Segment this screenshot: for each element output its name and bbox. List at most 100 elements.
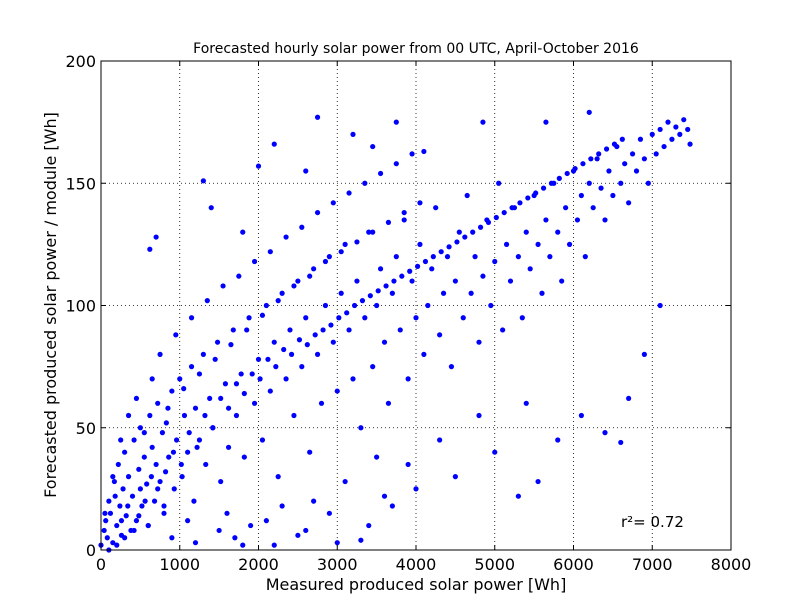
data-point [233, 381, 240, 387]
data-points [98, 109, 693, 553]
data-point [649, 131, 655, 137]
data-point [166, 454, 172, 460]
data-point [186, 430, 192, 436]
data-point [230, 327, 236, 333]
data-point [586, 109, 592, 115]
data-point [535, 478, 541, 485]
data-point [346, 190, 352, 196]
data-point [407, 268, 413, 274]
y-tick-label: 100 [65, 297, 96, 316]
data-point [326, 254, 332, 260]
data-point [208, 205, 214, 211]
data-point [476, 339, 482, 345]
data-point [492, 258, 498, 265]
data-point [255, 356, 262, 362]
data-point [326, 510, 332, 516]
y-tick-label: 150 [65, 174, 96, 193]
x-tick-label: 1000 [159, 555, 200, 574]
data-point [255, 163, 262, 169]
data-point [454, 239, 460, 245]
data-point [462, 234, 468, 240]
x-tick-label: 8000 [711, 555, 752, 574]
data-point [232, 535, 238, 541]
data-point [131, 527, 137, 534]
data-point [102, 510, 108, 516]
data-point [157, 478, 163, 485]
data-point [115, 461, 121, 468]
data-point [202, 412, 208, 419]
data-point [375, 288, 381, 294]
data-point [170, 449, 177, 455]
grid-lines [101, 61, 731, 550]
data-point [641, 351, 647, 357]
tick-labels: 0 1000 2000 3000 4000 5000 6000 7000 8000 0 50 100 1… [65, 52, 751, 574]
data-point [101, 527, 107, 534]
data-point [291, 283, 297, 289]
data-point [271, 339, 277, 345]
data-point [381, 493, 388, 499]
data-point [637, 136, 644, 142]
data-point [687, 141, 693, 147]
data-point [596, 151, 602, 157]
data-point [661, 143, 667, 150]
data-point [629, 151, 636, 157]
data-point [500, 327, 506, 333]
data-point [519, 315, 525, 321]
data-point [430, 254, 436, 260]
data-point [149, 444, 155, 450]
data-point [425, 302, 431, 309]
data-point [590, 205, 596, 211]
data-point [452, 278, 458, 284]
data-point [191, 498, 197, 504]
data-point [303, 315, 309, 321]
data-point [104, 535, 110, 541]
data-point [657, 126, 663, 133]
data-point [421, 148, 427, 155]
data-point [153, 461, 159, 468]
data-point [103, 518, 109, 524]
data-point [125, 412, 132, 419]
data-point [122, 535, 128, 541]
data-point [279, 290, 285, 296]
data-point [110, 474, 116, 480]
data-point [543, 217, 549, 223]
r-squared-annotation: r²= 0.72 [621, 513, 684, 531]
data-point [507, 278, 514, 284]
data-point [391, 278, 397, 284]
data-point [493, 214, 499, 221]
data-point [188, 364, 195, 370]
data-point [588, 156, 594, 162]
data-point [525, 195, 531, 201]
data-point [155, 486, 161, 492]
data-point [336, 315, 342, 321]
data-point [556, 175, 562, 181]
data-point [125, 503, 131, 509]
data-point [307, 273, 313, 279]
data-point [452, 474, 458, 480]
data-point [185, 518, 191, 524]
data-point [314, 114, 321, 120]
data-point [281, 346, 287, 353]
data-point [307, 449, 313, 455]
data-point [523, 229, 529, 235]
data-point [602, 217, 608, 223]
data-point [578, 412, 584, 419]
data-point [259, 437, 266, 443]
data-point [488, 302, 494, 309]
data-point [106, 498, 112, 504]
data-point [358, 425, 364, 431]
data-point [367, 293, 373, 299]
data-point [161, 510, 167, 516]
data-point [385, 219, 392, 225]
data-point [480, 273, 486, 279]
data-point [437, 332, 443, 338]
data-point [110, 540, 116, 546]
data-point [681, 117, 687, 123]
data-point [381, 339, 388, 345]
data-point [448, 364, 455, 370]
data-point [413, 486, 419, 492]
data-point [618, 439, 624, 446]
data-point [399, 273, 405, 279]
data-point [328, 322, 334, 328]
data-point [330, 200, 336, 206]
